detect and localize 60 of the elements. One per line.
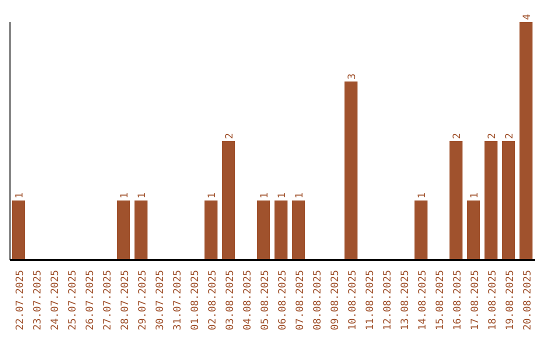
data-label: 1 [14, 192, 26, 198]
bar [12, 200, 25, 260]
x-tick-label: 07.08.2025 [294, 270, 306, 330]
x-tick-label: 01.08.2025 [190, 270, 201, 330]
bar [257, 200, 270, 260]
x-tick-label: 04.08.2025 [242, 270, 254, 330]
x-tick-label: 29.07.2025 [137, 270, 148, 330]
x-tick-label: 11.08.2025 [364, 270, 376, 330]
data-label: 2 [452, 132, 463, 139]
data-label: 1 [294, 192, 306, 198]
data-label: 1 [260, 192, 270, 198]
x-tick-label: 15.08.2025 [434, 270, 446, 330]
x-tick-label: 26.07.2025 [84, 270, 96, 330]
data-label: 3 [347, 73, 358, 80]
x-tick-label: 13.08.2025 [400, 270, 411, 330]
x-tick-label: 08.08.2025 [312, 270, 324, 330]
data-label: 1 [207, 192, 218, 198]
data-label: 1 [417, 192, 428, 198]
x-tick-label: 24.07.2025 [50, 270, 61, 330]
bar [134, 200, 148, 260]
data-label: 1 [470, 192, 480, 198]
x-tick-label: 03.08.2025 [224, 270, 236, 330]
data-label: 2 [487, 132, 498, 139]
x-tick-label: 25.07.2025 [67, 270, 78, 330]
x-tick-label: 02.08.2025 [207, 270, 218, 330]
x-tick-label: 09.08.2025 [330, 270, 341, 330]
x-tick-label: 28.07.2025 [120, 270, 131, 330]
x-tick-label: 12.08.2025 [382, 270, 394, 330]
bar [292, 200, 305, 260]
bar [414, 200, 428, 260]
x-tick-label: 31.07.2025 [172, 270, 184, 330]
x-tick-label: 14.08.2025 [417, 270, 428, 330]
bar [484, 141, 498, 260]
bar [117, 200, 130, 260]
bar [222, 141, 235, 260]
data-label: 1 [120, 192, 130, 198]
x-tick-label: 06.08.2025 [277, 270, 288, 330]
bar [274, 200, 288, 260]
data-label: 1 [277, 192, 288, 198]
bar [204, 200, 218, 260]
x-tick-label: 16.08.2025 [452, 270, 464, 330]
x-tick-label: 18.08.2025 [487, 270, 498, 330]
x-tick-label: 23.07.2025 [32, 270, 44, 330]
data-label: 4 [522, 14, 533, 20]
data-label: 1 [137, 192, 148, 198]
data-label: 2 [504, 132, 516, 139]
x-tick-label: 05.08.2025 [260, 270, 271, 330]
x-tick-label: 27.07.2025 [102, 270, 114, 330]
bar [520, 22, 532, 260]
x-tick-label: 30.07.2025 [154, 270, 166, 330]
bar [467, 200, 480, 260]
x-tick-label: 19.08.2025 [504, 270, 516, 330]
x-tick-label: 17.08.2025 [470, 270, 481, 330]
x-tick-label: 22.07.2025 [14, 270, 26, 330]
bar [450, 141, 462, 260]
x-tick-label: 20.08.2025 [522, 270, 534, 330]
bar [344, 82, 358, 260]
bar [502, 141, 515, 260]
data-label: 2 [224, 132, 236, 139]
x-tick-label: 10.08.2025 [347, 270, 358, 330]
